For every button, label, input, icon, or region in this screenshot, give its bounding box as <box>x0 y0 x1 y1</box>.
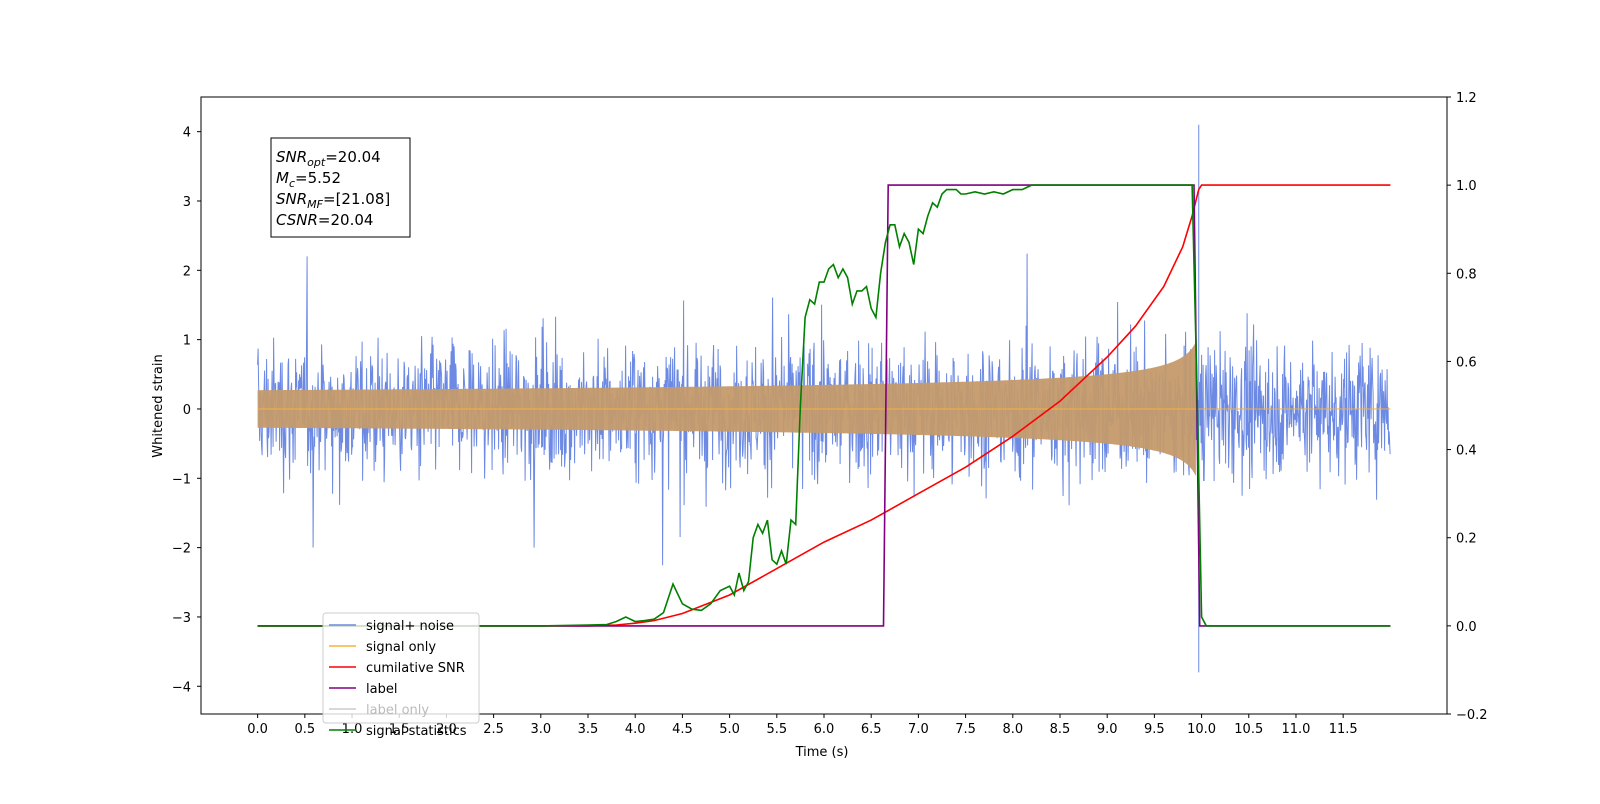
legend-label: signal statistics <box>366 724 467 739</box>
y-tick-label: −1 <box>172 472 191 487</box>
y2-tick-label: −0.2 <box>1456 708 1488 723</box>
annotation-line: SNRMF=[21.08] <box>276 190 390 211</box>
x-tick-label: 5.0 <box>719 722 740 737</box>
x-tick-label: 3.5 <box>578 722 599 737</box>
annotation-line: CSNR=20.04 <box>276 211 373 229</box>
x-axis: 0.0 0.5 1.0 1.5 2.0 2.5 3.0 3.5 4.0 4.5 5.0 5.5 6.0 6… <box>247 714 1358 737</box>
x-tick-label: 6.5 <box>861 722 882 737</box>
x-tick-label: 7.5 <box>955 722 976 737</box>
y-tick-label: 1 <box>183 334 191 349</box>
y-tick-label: 4 <box>183 126 191 141</box>
y-tick-label: −2 <box>172 542 191 557</box>
series-cumulative-snr <box>257 184 1391 627</box>
x-tick-label: 10.5 <box>1234 722 1263 737</box>
legend-label: cumilative SNR <box>366 661 465 676</box>
series-signal-statistics <box>257 184 1391 627</box>
y-axis-label: Whitened strain <box>151 354 166 457</box>
y2-tick-label: 1.0 <box>1456 179 1477 194</box>
y-tick-label: −3 <box>172 611 191 626</box>
y-axis-right: −0.2 0.0 0.2 0.4 0.6 0.8 1.0 1.2 <box>1447 91 1488 723</box>
annotation-line: SNRopt=20.04 <box>276 148 381 169</box>
y-tick-label: 0 <box>183 403 191 418</box>
y2-tick-label: 0.6 <box>1456 355 1477 370</box>
legend-label: signal only <box>366 640 436 655</box>
legend-frame <box>322 612 480 724</box>
annotation-line: Mc=5.52 <box>276 169 341 190</box>
x-tick-label: 4.0 <box>625 722 646 737</box>
legend: signal+ noise signal only cumilative SNR la… <box>322 612 480 739</box>
y-tick-label: 3 <box>183 195 191 210</box>
y2-tick-label: 0.0 <box>1456 620 1477 635</box>
x-tick-label: 6.0 <box>814 722 835 737</box>
y2-tick-label: 1.2 <box>1456 91 1477 106</box>
series-layer <box>257 124 1391 673</box>
x-axis-label: Time (s) <box>795 745 849 760</box>
annotation-box: SNRopt=20.04Mc=5.52SNRMF=[21.08]CSNR=20.… <box>270 137 411 238</box>
legend-label: signal+ noise <box>366 619 454 634</box>
x-tick-label: 11.5 <box>1329 722 1358 737</box>
x-tick-label: 9.0 <box>1097 722 1118 737</box>
y2-tick-label: 0.2 <box>1456 532 1477 547</box>
x-tick-label: 9.5 <box>1144 722 1165 737</box>
x-tick-label: 8.0 <box>1002 722 1023 737</box>
x-tick-label: 0.0 <box>247 722 268 737</box>
annotation-frame <box>270 137 411 238</box>
x-tick-label: 5.5 <box>766 722 787 737</box>
x-tick-label: 4.5 <box>672 722 693 737</box>
x-tick-label: 11.0 <box>1281 722 1310 737</box>
y-tick-label: 2 <box>183 264 191 279</box>
y2-tick-label: 0.4 <box>1456 444 1477 459</box>
y-axis-left: −4 −3 −2 −1 0 1 2 3 4 <box>172 126 201 695</box>
legend-label: label <box>366 682 397 697</box>
y-tick-label: −4 <box>172 680 191 695</box>
legend-label: label only <box>366 703 429 718</box>
x-tick-label: 7.0 <box>908 722 929 737</box>
x-tick-label: 8.5 <box>1050 722 1071 737</box>
x-tick-label: 1.5 <box>389 722 410 737</box>
x-tick-label: 3.0 <box>530 722 551 737</box>
x-tick-label: 2.5 <box>483 722 504 737</box>
y2-tick-label: 0.8 <box>1456 267 1477 282</box>
x-tick-label: 0.5 <box>294 722 315 737</box>
x-tick-label: 2.0 <box>436 722 457 737</box>
x-tick-label: 10.0 <box>1187 722 1216 737</box>
